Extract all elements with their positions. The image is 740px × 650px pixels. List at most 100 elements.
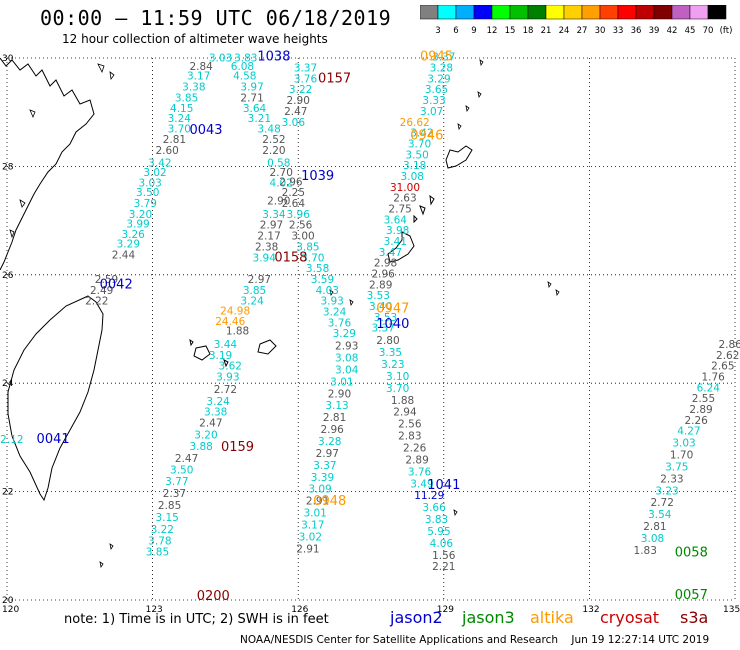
scale-tick-label: 70 <box>703 26 714 36</box>
wave-height-reading: 2.80 <box>376 335 399 347</box>
wave-height-reading: 3.85 <box>296 241 319 253</box>
scale-tick-label: 18 <box>523 26 534 36</box>
wave-height-reading: 1.70 <box>670 450 693 462</box>
wave-height-reading: 3.49 <box>410 478 433 490</box>
wave-height-reading: 3.76 <box>328 317 352 329</box>
wave-height-reading: 3.26 <box>121 229 145 241</box>
wave-height-reading: 3.47 <box>379 247 402 259</box>
wave-height-reading: 3.93 <box>320 296 343 308</box>
wave-height-reading: 3.44 <box>214 339 238 351</box>
amami-islands <box>413 145 473 224</box>
lon-tick-label: 132 <box>582 605 599 615</box>
wave-height-reading: 3.23 <box>655 485 678 497</box>
pass-time-label: 0947 <box>376 302 409 317</box>
wave-height-reading: 3.34 <box>262 209 286 221</box>
lon-tick-label: 129 <box>437 605 454 615</box>
pass-time-label: 1038 <box>257 50 290 65</box>
lat-tick-label: 30 <box>2 54 14 64</box>
wave-height-reading: 3.78 <box>148 536 171 548</box>
wave-height-reading: 3.54 <box>648 509 672 521</box>
wave-height-reading: 2.94 <box>393 407 417 419</box>
wave-height-reading: 3.58 <box>306 263 329 275</box>
wave-height-reading: 4.15 <box>170 103 193 115</box>
wave-height-reading: 4.03 <box>316 285 339 297</box>
wave-height-reading: 1.76 <box>701 371 725 383</box>
wave-height-reading: 2.75 <box>388 203 411 215</box>
scale-tick-label: 21 <box>541 26 552 36</box>
wave-height-reading: 2.65 <box>711 361 734 373</box>
wave-height-reading: 2.84 <box>189 61 213 73</box>
wave-height-reading: 3.15 <box>155 512 178 524</box>
china-coast <box>0 57 95 271</box>
wave-height-reading: 3.10 <box>386 371 409 383</box>
taiwan-outline <box>7 295 104 502</box>
wave-height-reading: 3.65 <box>425 84 448 96</box>
wave-height-reading: 3.29 <box>427 73 450 85</box>
wave-height-reading: 1.56 <box>432 550 456 562</box>
wave-height-reading: 2.56 <box>289 220 313 232</box>
pass-time-label: 1041 <box>427 478 460 493</box>
wave-height-reading: 3.96 <box>287 209 311 221</box>
wave-height-reading: 3.50 <box>136 187 159 199</box>
wave-height-reading: 3.24 <box>206 396 230 408</box>
wave-height-reading: 31.00 <box>390 182 420 194</box>
wave-height-reading: 3.28 <box>430 63 453 75</box>
wave-height-reading: 3.64 <box>243 103 267 115</box>
wave-height-reading: 3.24 <box>323 306 347 318</box>
wave-height-reading: 4.02 <box>270 177 293 189</box>
wave-height-reading: 3.08 <box>641 533 664 545</box>
scale-swatch <box>707 5 727 20</box>
wave-height-reading: 2.96 <box>320 424 344 436</box>
chart-subtitle: 12 hour collection of altimeter wave hei… <box>62 32 328 46</box>
wave-height-reading: 2.47 <box>199 418 222 430</box>
wave-height-reading: 2.52 <box>262 134 285 146</box>
wave-height-reading: 2.64 <box>282 198 306 210</box>
wave-height-reading: 2.49 <box>90 285 113 297</box>
wave-height-reading: 3.29 <box>117 239 140 251</box>
wave-height-reading: 3.28 <box>318 436 341 448</box>
wave-height-reading: 2.97 <box>316 448 339 460</box>
wave-height-reading: 3.37 <box>294 63 317 75</box>
scale-tick-label: 27 <box>577 26 588 36</box>
wave-height-reading: 3.00 <box>291 231 314 243</box>
wave-height-reading: 3.66 <box>422 502 446 514</box>
wave-height-reading: 2.12 <box>0 434 23 446</box>
color-scale-bar: 3 6 9 12 15 18 21 24 27 30 33 36 39 42 45 70 (ft) <box>420 5 732 36</box>
scale-tick-label: 39 <box>649 26 660 36</box>
wave-height-reading: 3.53 <box>367 290 390 302</box>
scale-tick-label: 6 <box>453 26 458 36</box>
pass-time-label: 0041 <box>37 432 70 447</box>
pass-time-label: 0946 <box>410 128 443 143</box>
wave-height-reading: 3.09 <box>308 484 331 496</box>
wave-height-reading: 2.56 <box>398 419 422 431</box>
wave-height-reading: 3.04 <box>335 364 359 376</box>
lat-tick-label: 26 <box>2 271 14 281</box>
wave-height-reading: 3.59 <box>311 274 334 286</box>
legend-jason3: jason3 <box>462 608 515 627</box>
wave-height-reading: 2.72 <box>214 384 237 396</box>
wave-height-reading: 3.18 <box>403 160 426 172</box>
pass-time-label: 0042 <box>100 277 133 292</box>
wave-height-reading: 2.89 <box>369 279 392 291</box>
wave-height-reading: 3.21 <box>248 113 271 125</box>
wave-height-reading: 3.08 <box>335 353 358 365</box>
wave-height-reading: 3.37 <box>313 460 336 472</box>
axis-labels: 120 123 126 129 132 135 30 28 26 24 22 20 <box>2 54 740 615</box>
wave-height-reading: 3.40 <box>369 301 392 313</box>
legend-s3a: s3a <box>680 608 709 627</box>
wave-height-reading: 2.97 <box>248 274 271 286</box>
wave-height-reading: 2.91 <box>306 496 329 508</box>
pass-time-label: 0945 <box>420 50 453 65</box>
wave-height-reading: 3.98 <box>386 225 409 237</box>
wave-height-reading: 3.24 <box>168 113 192 125</box>
tokara-islands <box>457 59 484 131</box>
wave-height-reading: 3.01 <box>330 376 353 388</box>
scale-tick-label: 12 <box>487 26 498 36</box>
wave-height-reading: 2.25 <box>282 187 305 199</box>
wave-height-reading: 2.55 <box>692 393 715 405</box>
pass-time-label: 0057 <box>675 588 708 603</box>
lat-tick-label: 20 <box>2 596 14 606</box>
wave-height-reading: 2.89 <box>689 404 712 416</box>
wave-height-reading: 3.70 <box>386 383 409 395</box>
china-islands <box>9 63 115 239</box>
